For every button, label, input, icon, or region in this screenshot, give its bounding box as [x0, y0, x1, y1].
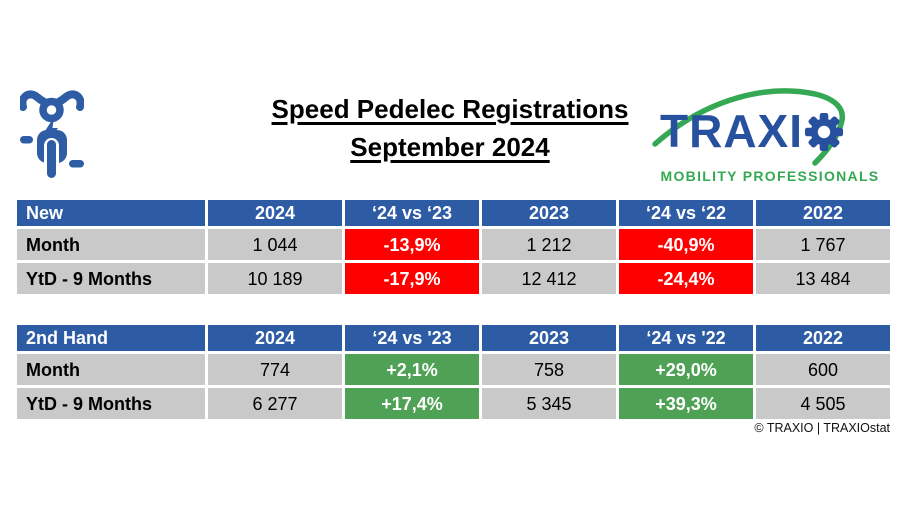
value-cell: 6 277 [208, 388, 342, 419]
column-header: ‘24 vs ‘23 [345, 200, 479, 226]
value-cell: 1 044 [208, 229, 342, 260]
row-label-cell: Month [17, 229, 205, 260]
value-cell: 758 [482, 354, 616, 385]
logo-tagline: MOBILITY PROFESSIONALS [660, 168, 880, 184]
value-cell: 5 345 [482, 388, 616, 419]
delta-cell: +39,3% [619, 388, 753, 419]
value-cell: 10 189 [208, 263, 342, 294]
value-cell: 1 767 [756, 229, 890, 260]
column-header: 2022 [756, 325, 890, 351]
value-cell: 12 412 [482, 263, 616, 294]
column-header: ‘24 vs '22 [619, 325, 753, 351]
value-cell: 1 212 [482, 229, 616, 260]
delta-cell: -40,9% [619, 229, 753, 260]
column-header: 2nd Hand [17, 325, 205, 351]
second-hand-registrations-table: 2nd Hand 2024 ‘24 vs '23 2023 ‘24 vs '22… [17, 325, 890, 419]
row-label-cell: YtD - 9 Months [17, 388, 205, 419]
value-cell: 4 505 [756, 388, 890, 419]
value-cell: 600 [756, 354, 890, 385]
column-header: ‘24 vs ‘22 [619, 200, 753, 226]
new-registrations-table: New 2024 ‘24 vs ‘23 2023 ‘24 vs ‘22 2022… [17, 200, 890, 294]
column-header: 2024 [208, 325, 342, 351]
page-title-line1: Speed Pedelec Registrations [271, 94, 629, 124]
value-cell: 774 [208, 354, 342, 385]
delta-cell: -17,9% [345, 263, 479, 294]
column-header: ‘24 vs '23 [345, 325, 479, 351]
delta-cell: +2,1% [345, 354, 479, 385]
page-title: Speed Pedelec Registrations September 20… [0, 90, 900, 166]
copyright-credit: © TRAXIO | TRAXIOstat [754, 421, 890, 435]
row-label-cell: Month [17, 354, 205, 385]
traxio-wordmark: TRAXI [660, 105, 803, 157]
value-cell: 13 484 [756, 263, 890, 294]
delta-cell: +29,0% [619, 354, 753, 385]
column-header: 2024 [208, 200, 342, 226]
column-header: New [17, 200, 205, 226]
traxio-logo: TRAXI MOBILITY PROFESSIONALS [652, 82, 888, 188]
column-header: 2023 [482, 325, 616, 351]
delta-cell: -24,4% [619, 263, 753, 294]
delta-cell: +17,4% [345, 388, 479, 419]
page-title-line2: September 2024 [350, 132, 550, 162]
column-header: 2023 [482, 200, 616, 226]
speed-pedelec-icon [20, 90, 84, 178]
gear-icon [804, 112, 844, 152]
column-header: 2022 [756, 200, 890, 226]
delta-cell: -13,9% [345, 229, 479, 260]
row-label-cell: YtD - 9 Months [17, 263, 205, 294]
